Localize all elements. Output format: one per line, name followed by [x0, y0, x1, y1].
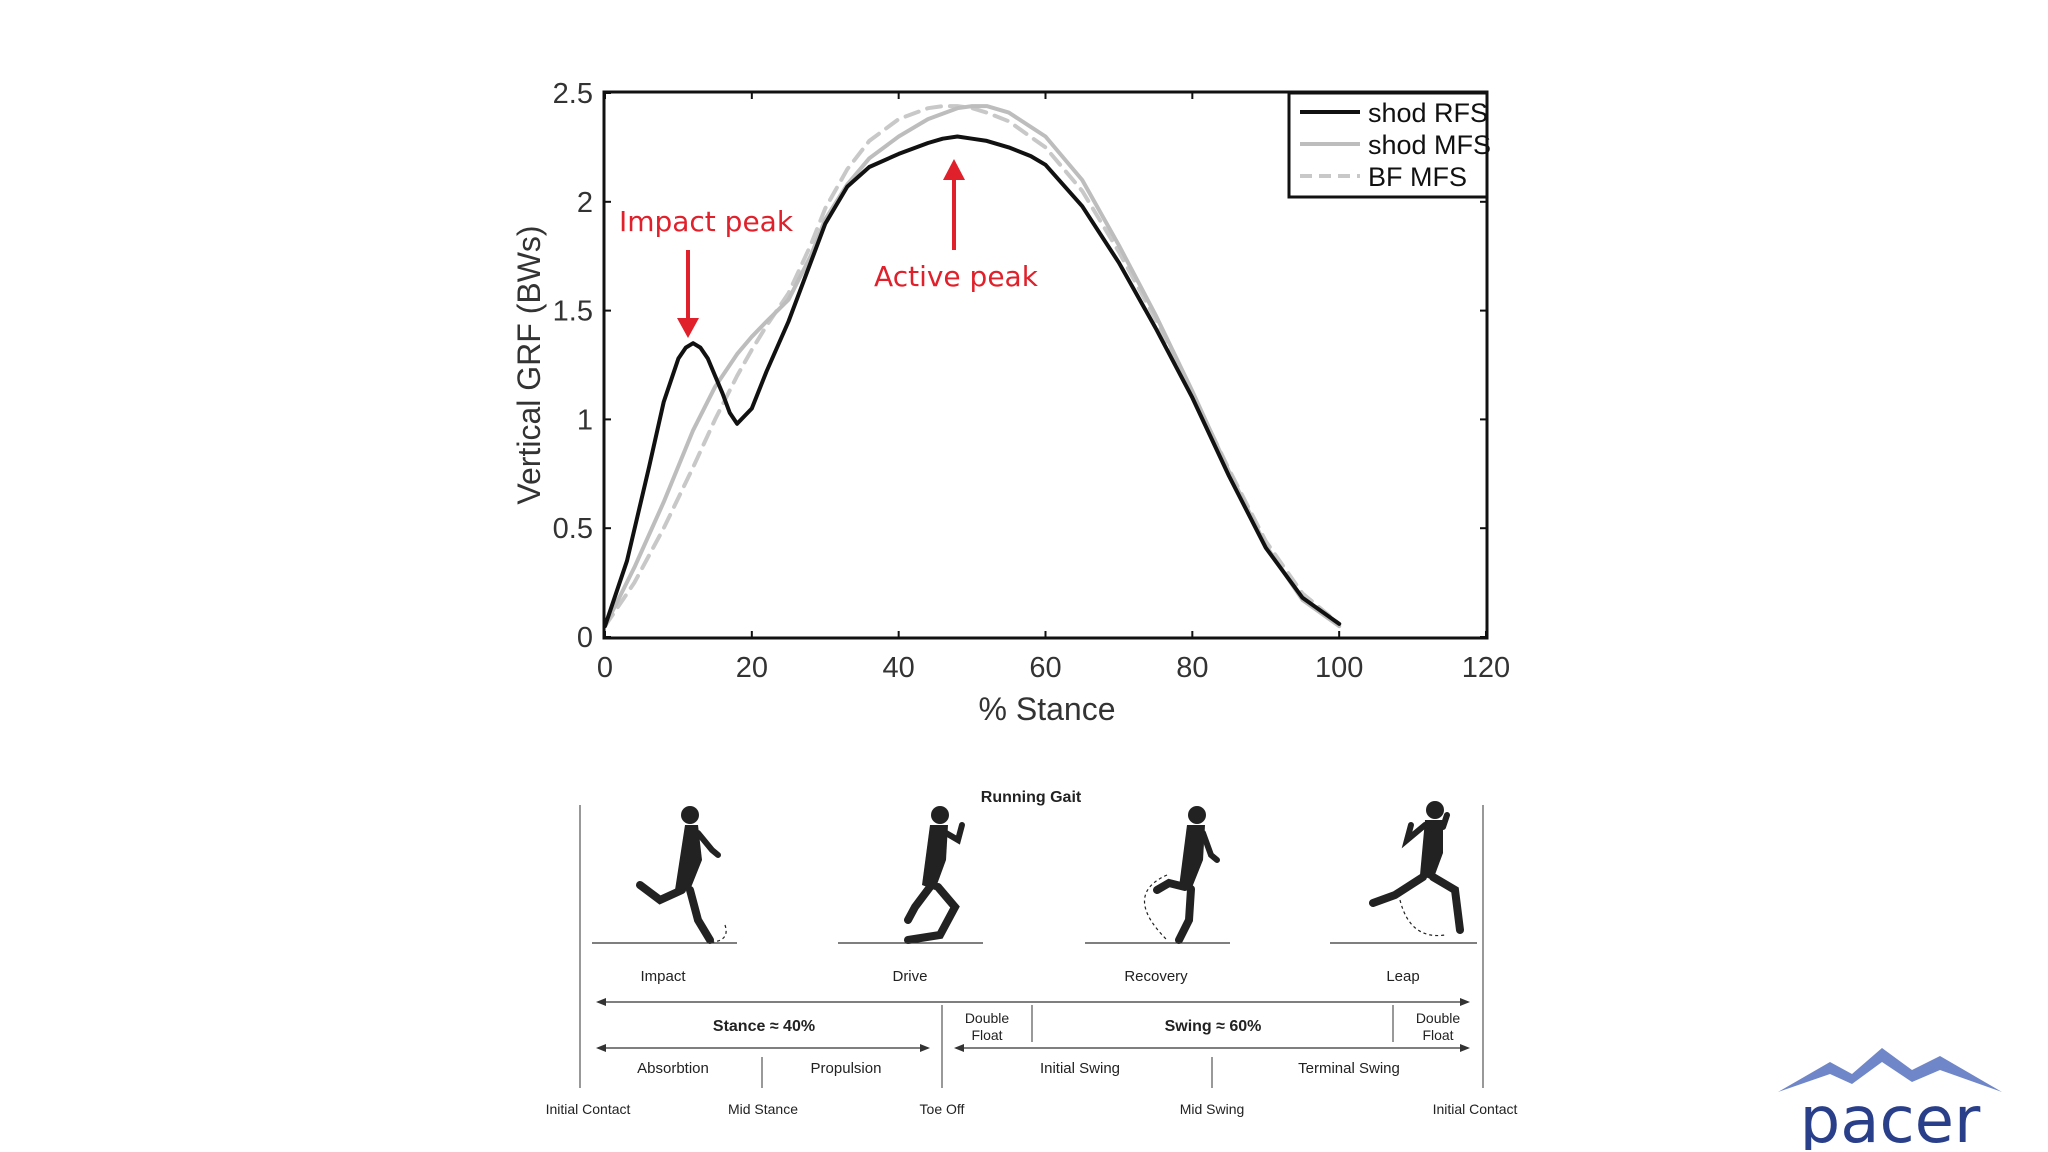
annotation-active-text: Active peak — [874, 260, 1039, 293]
swing-arrowhead-left — [954, 1044, 964, 1052]
annotation-impact-text: Impact peak — [619, 205, 794, 238]
stance-label: Stance ≈ 40% — [713, 1018, 815, 1035]
stance-arrowhead-left — [596, 1044, 606, 1052]
mountain-icon — [1778, 1048, 2002, 1092]
logo-wordmark: pacer — [1800, 1084, 1981, 1150]
x-tick-label: 0 — [597, 652, 613, 684]
y-tick-label: 0 — [577, 622, 593, 654]
double-float-left-line2: Float — [971, 1027, 1002, 1043]
phase-recovery: Recovery — [1124, 968, 1188, 985]
y-axis-ticks: 0 0.5 1 1.5 2 2.5 — [553, 78, 1486, 654]
runner-leap — [1369, 801, 1464, 937]
event-mid-stance: Mid Stance — [728, 1101, 798, 1117]
phase-drive: Drive — [892, 968, 927, 985]
legend-label-shod-rfs: shod RFS — [1368, 98, 1488, 128]
legend-label-shod-mfs: shod MFS — [1368, 130, 1491, 160]
x-tick-label: 80 — [1176, 652, 1208, 684]
annotation-impact-arrowhead — [677, 318, 699, 338]
annotation-impact-peak: Impact peak — [619, 205, 794, 338]
series-line-shod-mfs — [603, 104, 1342, 629]
y-tick-label: 2.5 — [553, 78, 593, 110]
x-tick-label: 60 — [1029, 652, 1061, 684]
gait-title: Running Gait — [981, 789, 1082, 806]
phase-impact: Impact — [640, 968, 686, 985]
plot-area — [603, 104, 1342, 629]
y-axis-label: Vertical GRF (BWs) — [511, 225, 547, 504]
double-float-right-line1: Double — [1416, 1010, 1461, 1026]
x-tick-label: 120 — [1462, 652, 1510, 684]
full-cycle-arrowhead-left — [596, 998, 606, 1006]
y-tick-label: 2 — [577, 187, 593, 219]
subphase-initial-swing: Initial Swing — [1040, 1060, 1120, 1077]
x-tick-label: 40 — [883, 652, 915, 684]
running-gait-diagram: Running Gait Impact Drive Rec — [546, 789, 1518, 1117]
y-tick-label: 1.5 — [553, 296, 593, 328]
legend-label-bf-mfs: BF MFS — [1368, 162, 1467, 192]
series-line-shod-rfs — [603, 134, 1342, 629]
y-tick-label: 0.5 — [553, 513, 593, 545]
runner-recovery — [1143, 806, 1220, 944]
series-line-bf-mfs — [603, 104, 1342, 629]
event-mid-swing: Mid Swing — [1180, 1101, 1245, 1117]
annotation-active-arrowhead — [943, 159, 965, 180]
annotation-active-peak: Active peak — [874, 159, 1039, 293]
event-toe-off: Toe Off — [920, 1101, 965, 1117]
x-tick-label: 20 — [736, 652, 768, 684]
x-tick-label: 100 — [1315, 652, 1363, 684]
subphase-propulsion: Propulsion — [811, 1060, 882, 1077]
phase-leap: Leap — [1386, 968, 1419, 985]
full-cycle-arrowhead-right — [1460, 998, 1470, 1006]
swing-label: Swing ≈ 60% — [1165, 1018, 1262, 1035]
stance-arrowhead-right — [920, 1044, 930, 1052]
double-float-right-line2: Float — [1422, 1027, 1453, 1043]
plot-frame — [602, 90, 1489, 640]
pacer-logo: pacer — [1778, 1048, 2002, 1150]
runner-drive — [904, 806, 965, 944]
x-axis-label: % Stance — [979, 691, 1116, 727]
legend: shod RFS shod MFS BF MFS — [1287, 91, 1491, 199]
grf-chart: 0 20 40 60 80 100 120 0 0.5 1 1.5 2 2.5 % Stance Ve… — [511, 78, 1510, 727]
event-initial-contact-end: Initial Contact — [1433, 1101, 1518, 1117]
x-axis-ticks: 0 20 40 60 80 100 120 — [597, 93, 1510, 684]
subphase-absorbtion: Absorbtion — [637, 1060, 709, 1077]
runner-impact — [636, 806, 727, 944]
swing-arrowhead-right — [1460, 1044, 1470, 1052]
event-initial-contact-start: Initial Contact — [546, 1101, 631, 1117]
subphase-terminal-swing: Terminal Swing — [1298, 1060, 1400, 1077]
double-float-left-line1: Double — [965, 1010, 1010, 1026]
y-tick-label: 1 — [577, 404, 593, 436]
